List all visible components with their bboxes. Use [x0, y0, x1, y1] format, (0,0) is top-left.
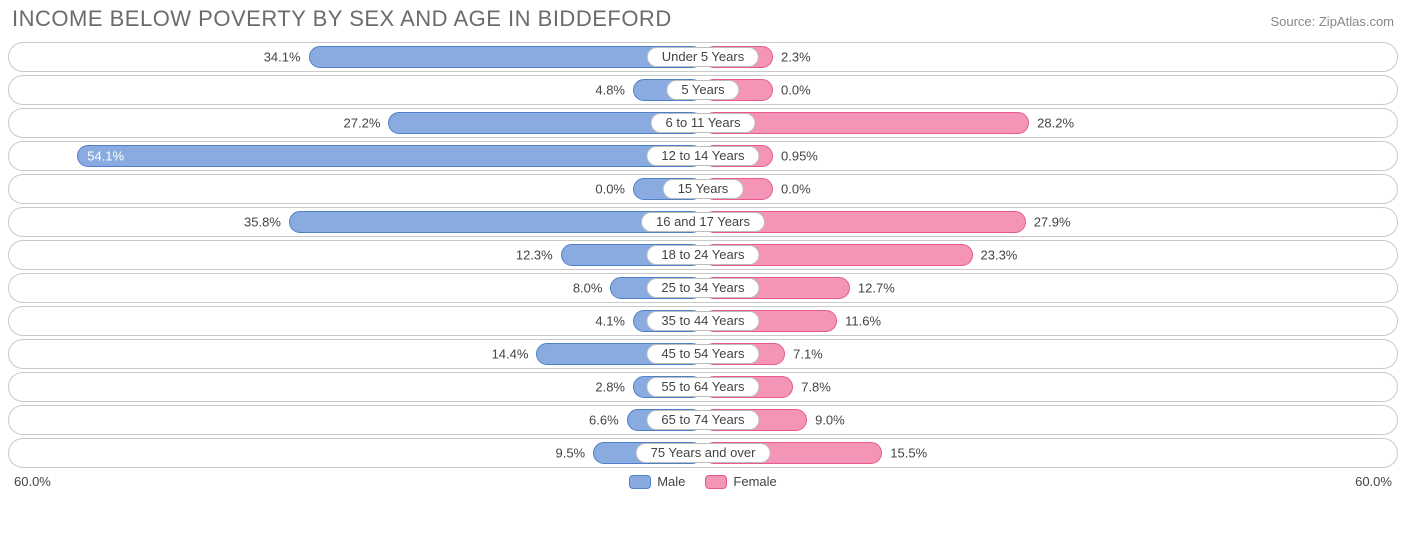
value-label-female: 23.3%	[981, 248, 1018, 263]
category-label: 35 to 44 Years	[646, 311, 759, 331]
category-label: 12 to 14 Years	[646, 146, 759, 166]
chart-row: 6 to 11 Years 27.2% 28.2%	[8, 108, 1398, 138]
value-label-female: 7.1%	[793, 347, 823, 362]
chart-row: 65 to 74 Years 6.6% 9.0%	[8, 405, 1398, 435]
chart-row: 45 to 54 Years 14.4% 7.1%	[8, 339, 1398, 369]
legend: Male Female	[629, 474, 777, 489]
value-label-female: 0.0%	[781, 83, 811, 98]
bar-male	[77, 145, 703, 167]
category-label: 45 to 54 Years	[646, 344, 759, 364]
value-label-male: 0.0%	[595, 182, 625, 197]
category-label: 75 Years and over	[636, 443, 771, 463]
chart-row: 35 to 44 Years 4.1% 11.6%	[8, 306, 1398, 336]
bar-male	[309, 46, 703, 68]
value-label-female: 0.0%	[781, 182, 811, 197]
chart-row: 15 Years 0.0% 0.0%	[8, 174, 1398, 204]
category-label: Under 5 Years	[647, 47, 759, 67]
chart-row: 75 Years and over 9.5% 15.5%	[8, 438, 1398, 468]
chart-footer: 60.0% Male Female 60.0%	[8, 474, 1398, 489]
category-label: 16 and 17 Years	[641, 212, 765, 232]
value-label-male: 2.8%	[595, 380, 625, 395]
value-label-female: 15.5%	[890, 446, 927, 461]
chart-row: 5 Years 4.8% 0.0%	[8, 75, 1398, 105]
value-label-male: 35.8%	[244, 215, 281, 230]
value-label-male: 27.2%	[344, 116, 381, 131]
chart-title: INCOME BELOW POVERTY BY SEX AND AGE IN B…	[12, 6, 672, 32]
value-label-female: 28.2%	[1037, 116, 1074, 131]
poverty-chart: INCOME BELOW POVERTY BY SEX AND AGE IN B…	[0, 0, 1406, 497]
chart-row: 55 to 64 Years 2.8% 7.8%	[8, 372, 1398, 402]
value-label-male: 4.8%	[595, 83, 625, 98]
category-label: 15 Years	[663, 179, 744, 199]
category-label: 5 Years	[666, 80, 739, 100]
value-label-male: 54.1%	[87, 149, 124, 164]
axis-right-max: 60.0%	[1355, 474, 1392, 489]
value-label-male: 4.1%	[595, 314, 625, 329]
value-label-female: 12.7%	[858, 281, 895, 296]
category-label: 18 to 24 Years	[646, 245, 759, 265]
value-label-female: 9.0%	[815, 413, 845, 428]
chart-row: Under 5 Years 34.1% 2.3%	[8, 42, 1398, 72]
value-label-male: 34.1%	[264, 50, 301, 65]
value-label-male: 9.5%	[555, 446, 585, 461]
legend-item-male: Male	[629, 474, 685, 489]
legend-label-female: Female	[733, 474, 776, 489]
value-label-female: 0.95%	[781, 149, 818, 164]
chart-row: 25 to 34 Years 8.0% 12.7%	[8, 273, 1398, 303]
chart-source: Source: ZipAtlas.com	[1270, 14, 1394, 29]
value-label-female: 7.8%	[801, 380, 831, 395]
chart-rows: Under 5 Years 34.1% 2.3% 5 Years 4.8% 0.0% 6 t…	[8, 42, 1398, 468]
legend-item-female: Female	[705, 474, 776, 489]
legend-swatch-female	[705, 475, 727, 489]
value-label-male: 8.0%	[573, 281, 603, 296]
value-label-male: 12.3%	[516, 248, 553, 263]
legend-label-male: Male	[657, 474, 685, 489]
category-label: 6 to 11 Years	[651, 113, 756, 133]
value-label-male: 14.4%	[492, 347, 529, 362]
chart-row: 12 to 14 Years 54.1% 0.95%	[8, 141, 1398, 171]
value-label-female: 11.6%	[845, 314, 881, 329]
axis-left-max: 60.0%	[14, 474, 51, 489]
category-label: 65 to 74 Years	[646, 410, 759, 430]
value-label-female: 27.9%	[1034, 215, 1071, 230]
category-label: 55 to 64 Years	[646, 377, 759, 397]
legend-swatch-male	[629, 475, 651, 489]
value-label-male: 6.6%	[589, 413, 619, 428]
chart-row: 16 and 17 Years 35.8% 27.9%	[8, 207, 1398, 237]
value-label-female: 2.3%	[781, 50, 811, 65]
chart-header: INCOME BELOW POVERTY BY SEX AND AGE IN B…	[8, 6, 1398, 32]
chart-row: 18 to 24 Years 12.3% 23.3%	[8, 240, 1398, 270]
category-label: 25 to 34 Years	[646, 278, 759, 298]
